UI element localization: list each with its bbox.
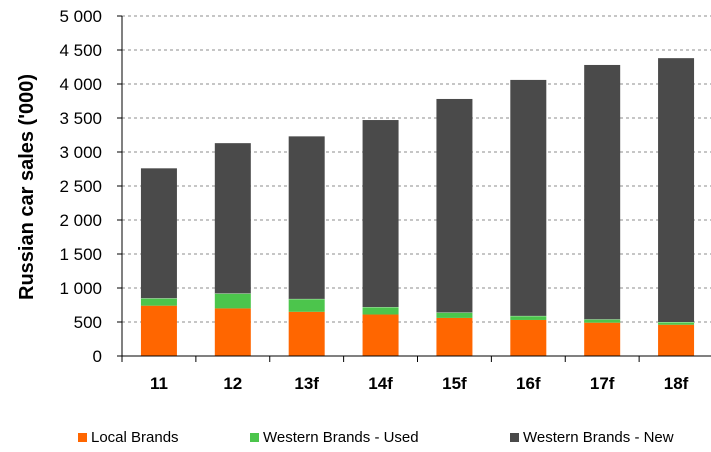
bar-segment bbox=[584, 322, 621, 356]
bar-segment bbox=[658, 324, 695, 356]
y-tick-label: 1 500 bbox=[59, 245, 102, 264]
y-tick-labels: 0 500 1 000 1 500 2 000 2 500 3 000 3 500 4 000 4… bbox=[59, 7, 122, 366]
bar-segment bbox=[214, 143, 251, 294]
y-axis-label: Russian car sales ('000) bbox=[16, 74, 38, 300]
bar-segment bbox=[584, 319, 621, 323]
y-tick-label: 1 000 bbox=[59, 279, 102, 298]
y-tick-label: 3 500 bbox=[59, 109, 102, 128]
y-tick-label: 4 500 bbox=[59, 41, 102, 60]
x-tick-label: 13f bbox=[294, 374, 319, 393]
x-tick-label: 12 bbox=[223, 374, 242, 393]
bar-segment bbox=[288, 311, 325, 356]
y-tick-label: 500 bbox=[74, 313, 102, 332]
bar-segment bbox=[362, 120, 399, 308]
bar-segment bbox=[436, 98, 473, 313]
y-tick-label: 0 bbox=[93, 347, 102, 366]
legend-label: Western Brands - Used bbox=[263, 429, 419, 446]
x-tick-label: 16f bbox=[516, 374, 541, 393]
bar-segment bbox=[362, 314, 399, 356]
y-tick-label: 2 500 bbox=[59, 177, 102, 196]
legend-label: Local Brands bbox=[91, 429, 179, 446]
legend-swatch bbox=[250, 433, 259, 442]
bars bbox=[140, 58, 695, 356]
legend-swatch bbox=[510, 433, 519, 442]
bar-segment bbox=[658, 322, 695, 325]
y-tick-label: 5 000 bbox=[59, 7, 102, 26]
y-tick-label: 3 000 bbox=[59, 143, 102, 162]
bar-segment bbox=[510, 315, 547, 320]
bar-segment bbox=[510, 79, 547, 316]
bar-segment bbox=[214, 293, 251, 309]
bar-segment bbox=[288, 298, 325, 312]
x-tick-label: 11 bbox=[150, 374, 168, 393]
legend-swatch bbox=[78, 433, 87, 442]
bar-segment bbox=[362, 307, 399, 315]
bar-segment bbox=[140, 168, 177, 299]
bar-segment bbox=[214, 308, 251, 356]
y-tick-label: 4 000 bbox=[59, 75, 102, 94]
legend: Local Brands Western Brands - Used Western… bbox=[78, 429, 674, 446]
x-tick-label: 17f bbox=[590, 374, 615, 393]
bar-segment bbox=[288, 136, 325, 299]
x-tick-label: 18f bbox=[664, 374, 689, 393]
bar-segment bbox=[140, 298, 177, 306]
x-tick-label: 15f bbox=[442, 374, 467, 393]
bar-segment bbox=[658, 58, 695, 322]
bar-segment bbox=[510, 319, 547, 356]
x-tick-labels: 11 12 13f 14f 15f 16f 17f 18f bbox=[121, 356, 689, 393]
gridlines bbox=[122, 15, 711, 323]
bar-segment bbox=[584, 64, 621, 320]
bar-segment bbox=[436, 312, 473, 318]
y-tick-label: 2 000 bbox=[59, 211, 102, 230]
legend-label: Western Brands - New bbox=[523, 429, 674, 446]
bar-segment bbox=[140, 305, 177, 356]
x-tick-label: 14f bbox=[368, 374, 393, 393]
bar-segment bbox=[436, 317, 473, 356]
